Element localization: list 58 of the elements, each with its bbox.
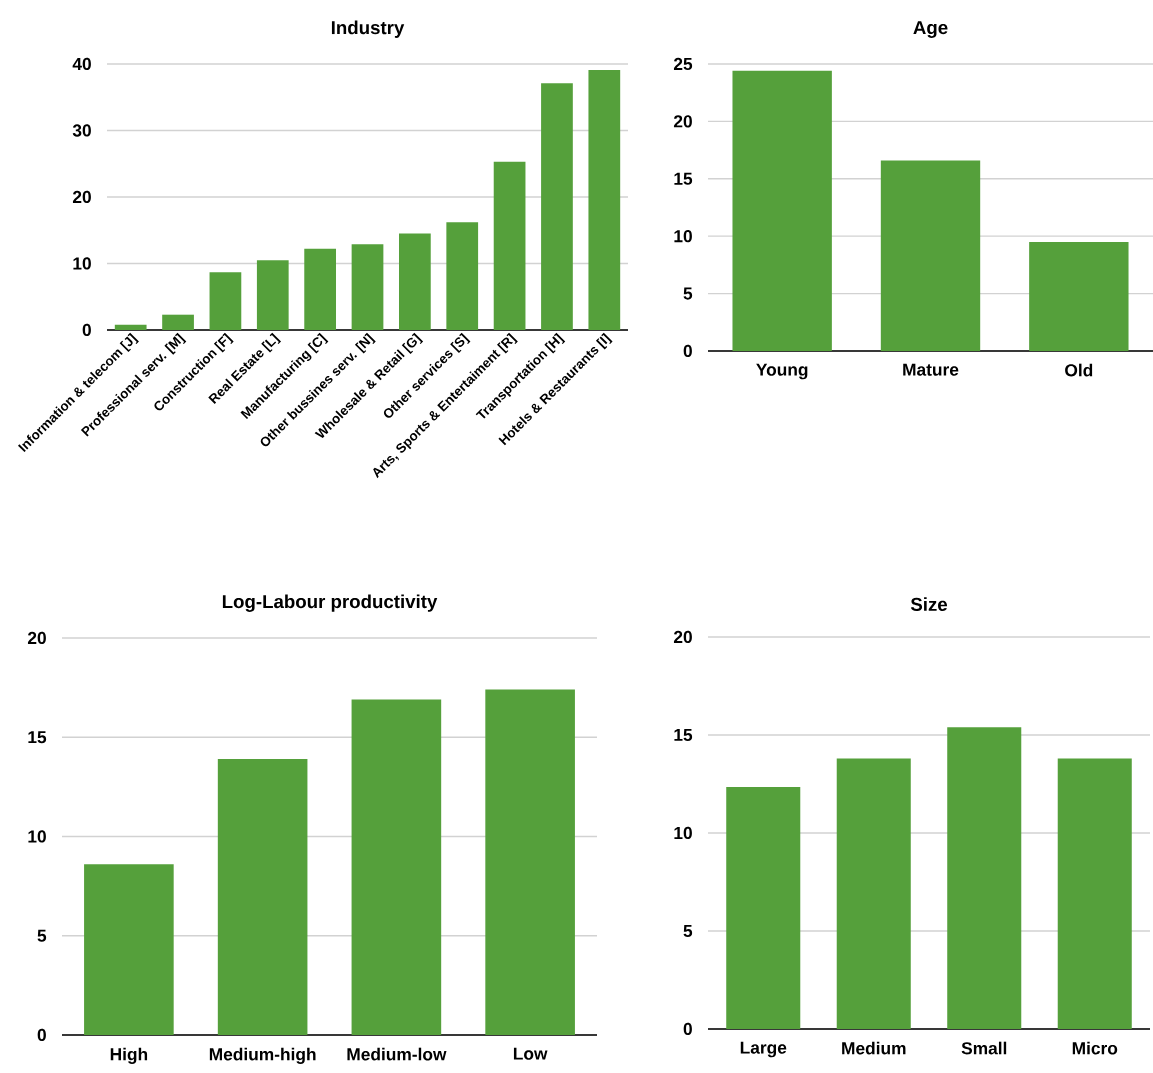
bar	[726, 786, 801, 1029]
bar	[351, 699, 442, 1035]
y-tick-label: 0	[683, 344, 692, 358]
bar	[351, 244, 384, 330]
bar	[732, 70, 832, 351]
chart-title: Age	[913, 21, 948, 38]
bar	[162, 314, 194, 330]
bar	[1057, 758, 1132, 1029]
x-tick-label: Mature	[903, 363, 959, 376]
y-tick-label: 20	[673, 630, 692, 644]
y-tick-label: 10	[674, 826, 692, 840]
x-tick-label: Small	[961, 1041, 1007, 1055]
bar	[493, 161, 526, 330]
bar	[836, 758, 911, 1029]
y-tick-label: 30	[72, 124, 91, 137]
y-tick-label: 0	[37, 1028, 46, 1042]
bar	[880, 160, 981, 351]
bar	[256, 260, 289, 330]
x-tick-label: Micro	[1072, 1041, 1118, 1055]
y-tick-label: 5	[683, 287, 693, 300]
x-tick-label: Large	[740, 1041, 787, 1058]
bar	[304, 248, 337, 330]
bar	[947, 727, 1022, 1029]
y-tick-label: 15	[28, 731, 47, 744]
chart-title: Log-Labour productivity	[222, 594, 438, 612]
y-tick-label: 5	[37, 929, 47, 942]
chart-title: Size	[910, 597, 948, 611]
bar	[1029, 241, 1129, 351]
x-tick-label: Young	[756, 363, 808, 380]
bar	[588, 69, 621, 330]
x-tick-label: Medium	[842, 1041, 906, 1055]
bar	[217, 759, 308, 1035]
y-tick-label: 20	[673, 115, 692, 128]
y-tick-label: 0	[82, 323, 91, 337]
y-tick-label: 5	[683, 924, 693, 938]
y-tick-label: 15	[674, 728, 693, 742]
bar	[541, 83, 573, 330]
x-tick-label: Medium-low	[347, 1047, 447, 1061]
chart-title: Industry	[331, 20, 405, 38]
x-tick-label: Low	[513, 1047, 548, 1060]
bar	[209, 272, 242, 330]
y-tick-label: 25	[673, 57, 693, 71]
bar	[446, 222, 479, 330]
y-tick-label: 10	[674, 230, 692, 243]
y-tick-label: 20	[72, 190, 91, 204]
bar	[84, 864, 174, 1035]
x-tick-label: Medium-high	[209, 1047, 316, 1064]
bar	[399, 233, 431, 330]
y-tick-label: 0	[683, 1022, 692, 1036]
y-tick-label: 10	[28, 830, 46, 843]
y-tick-label: 10	[73, 257, 91, 270]
x-tick-label: Old	[1065, 363, 1093, 377]
y-tick-label: 20	[27, 631, 46, 645]
bar	[485, 689, 575, 1035]
bar	[114, 324, 147, 330]
y-tick-label: 40	[72, 57, 91, 71]
y-tick-label: 15	[674, 172, 693, 185]
x-tick-label: High	[110, 1047, 148, 1064]
